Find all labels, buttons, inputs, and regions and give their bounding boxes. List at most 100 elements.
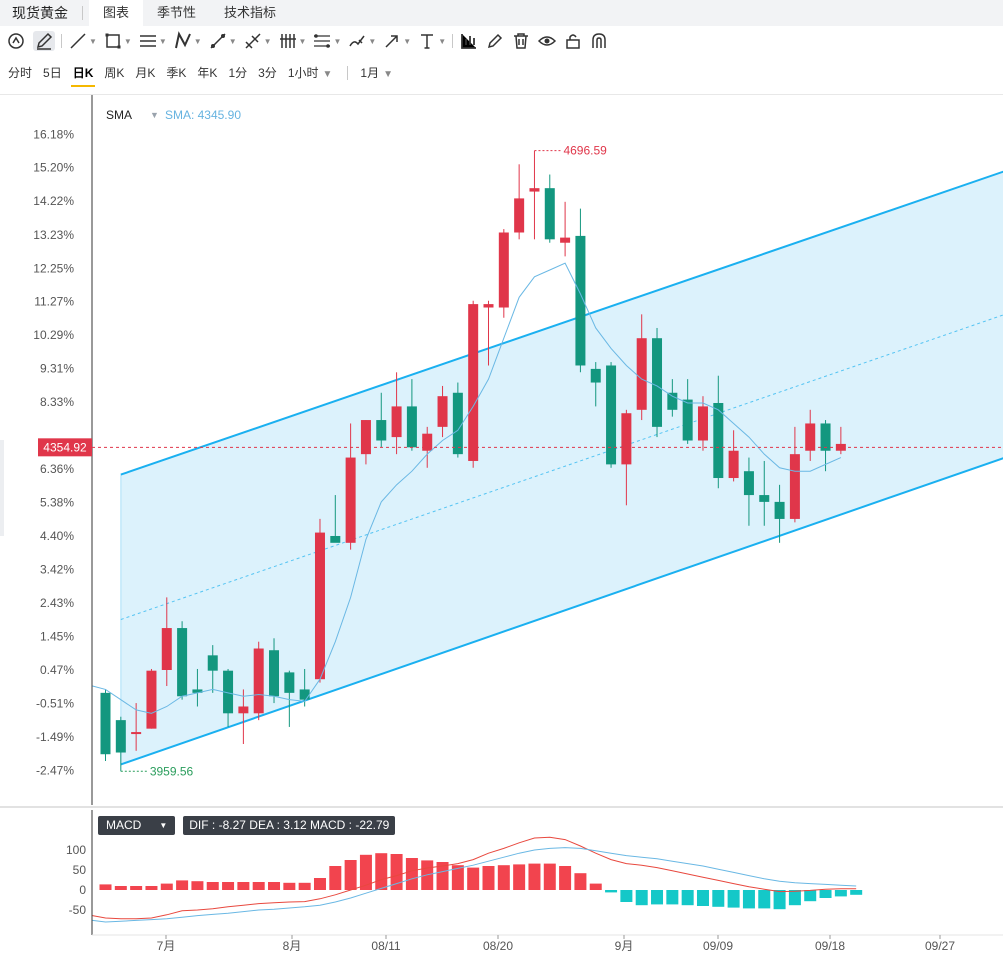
- macd-histogram-bar: [130, 886, 143, 890]
- polyline-icon: [174, 31, 191, 49]
- candle-body: [514, 198, 525, 233]
- candle-body: [774, 501, 785, 519]
- measure-tool[interactable]: ▼: [208, 31, 237, 51]
- drawing-toolbar: ▼ ▼ ▼ ▼ ▼ ▼ ▼ ▼ ▼ ▼ ▼: [0, 27, 1003, 55]
- macd-histogram-bar: [145, 886, 158, 890]
- candle-body: [422, 433, 433, 451]
- chevron-down-icon: ▼: [89, 36, 97, 46]
- macd-histogram-bar: [482, 866, 495, 890]
- period-quarterly[interactable]: 季K: [166, 66, 187, 80]
- candle-body: [192, 689, 203, 693]
- macd-histogram-bar: [727, 890, 740, 908]
- tab-seasonality[interactable]: 季节性: [157, 5, 197, 20]
- candle-body: [452, 392, 463, 455]
- y-tick-label: 12.25%: [33, 261, 74, 275]
- indicator-tool[interactable]: [459, 31, 479, 51]
- candle-body: [314, 532, 325, 680]
- period-daily[interactable]: 日K: [70, 59, 96, 87]
- candle-body: [269, 650, 280, 697]
- divider: [0, 94, 1003, 95]
- macd-histogram-bar: [390, 854, 403, 890]
- tab-chart[interactable]: 图表: [89, 0, 144, 26]
- macd-histogram-bar: [237, 882, 250, 890]
- chevron-down-icon: ▼: [368, 36, 377, 46]
- arrow-tool[interactable]: ▼: [382, 31, 411, 51]
- fib-tool[interactable]: ▼: [312, 31, 341, 51]
- macd-histogram-bar: [176, 880, 189, 890]
- candle-body: [713, 402, 724, 479]
- period-1min[interactable]: 1分: [228, 66, 248, 80]
- candle-body: [437, 396, 448, 427]
- polyline-tool[interactable]: ▼: [173, 31, 202, 51]
- period-yearly[interactable]: 年K: [197, 66, 218, 80]
- indicator-icon: [461, 34, 477, 49]
- x-tick-label: 8月: [283, 939, 302, 953]
- candle-body: [728, 450, 739, 479]
- high-price-label: 4696.59: [563, 144, 607, 158]
- line-tool[interactable]: ▼: [68, 31, 97, 51]
- macd-histogram-bar: [160, 883, 173, 890]
- eye-icon: [538, 36, 557, 46]
- chevron-down-icon: ▼: [193, 36, 202, 46]
- fork-tool[interactable]: ▼: [243, 31, 272, 51]
- bars-tool[interactable]: ▼: [278, 31, 306, 51]
- macd-histogram-bar: [834, 890, 847, 897]
- x-tick-label: 7月: [157, 939, 176, 953]
- candle-body: [146, 670, 157, 729]
- edit-tool[interactable]: [485, 31, 505, 51]
- rect-tool[interactable]: ▼: [103, 31, 132, 51]
- magnet-tool[interactable]: [589, 31, 609, 51]
- range-select[interactable]: 1月 ▼: [360, 59, 393, 87]
- brush-tool[interactable]: ▼: [347, 31, 376, 51]
- lock-tool[interactable]: [563, 31, 583, 51]
- macd-histogram-bar: [222, 882, 235, 890]
- macd-histogram-bar: [99, 884, 112, 890]
- y-tick-label: 11.27%: [34, 295, 74, 309]
- text-tool[interactable]: ▼: [417, 31, 446, 51]
- cursor-tool[interactable]: [5, 31, 27, 51]
- visibility-tool[interactable]: [537, 31, 557, 51]
- period-monthly[interactable]: 月K: [135, 66, 156, 80]
- pen-icon: [33, 31, 55, 51]
- parallel-lines-tool[interactable]: ▼: [138, 31, 167, 51]
- chevron-down-icon: ▼: [158, 36, 167, 46]
- y-tick-label: 0.47%: [40, 663, 74, 677]
- sma-legend[interactable]: SMA ▼ SMA: 4345.90: [106, 108, 241, 122]
- candle-body: [299, 689, 310, 700]
- bars-icon: [279, 34, 296, 48]
- candle-body: [238, 706, 249, 714]
- candle-body: [483, 304, 494, 308]
- candle-body: [636, 338, 647, 410]
- chevron-down-icon: ▼: [123, 36, 132, 46]
- candle-body: [667, 392, 678, 410]
- pane-divider[interactable]: [0, 806, 1003, 808]
- delete-tool[interactable]: [511, 31, 531, 51]
- macd-y-tick-label: 100: [66, 843, 86, 857]
- side-panel-handle[interactable]: [0, 440, 4, 536]
- macd-histogram-bar: [589, 883, 602, 890]
- tab-indicators[interactable]: 技术指标: [224, 5, 277, 20]
- x-tick-label: 08/11: [371, 939, 400, 953]
- last-price-tag: [38, 438, 92, 457]
- chevron-down-icon[interactable]: ▼: [150, 110, 159, 120]
- period-weekly[interactable]: 周K: [104, 66, 125, 80]
- macd-indicator-select[interactable]: MACD ▼: [98, 816, 176, 835]
- toolbar-divider: [452, 34, 454, 48]
- candle-body: [100, 692, 111, 755]
- fib-icon: [314, 34, 331, 48]
- period-1hour[interactable]: 1小时 ▼: [288, 59, 333, 87]
- macd-values: DIF : -8.27 DEA : 3.12 MACD : -22.79: [183, 816, 396, 835]
- macd-histogram-bar: [850, 890, 863, 895]
- period-5d[interactable]: 5日: [43, 66, 62, 80]
- edit-icon: [488, 33, 503, 49]
- candle-body: [468, 304, 479, 461]
- pen-tool[interactable]: [33, 31, 55, 51]
- period-3min[interactable]: 3分: [258, 66, 277, 80]
- candle-body: [345, 457, 356, 543]
- macd-histogram-bar: [283, 882, 296, 890]
- macd-y-tick-label: 50: [73, 863, 87, 877]
- period-intraday[interactable]: 分时: [8, 66, 33, 80]
- candle-body: [805, 423, 816, 451]
- macd-y-tick-label: -50: [69, 903, 87, 917]
